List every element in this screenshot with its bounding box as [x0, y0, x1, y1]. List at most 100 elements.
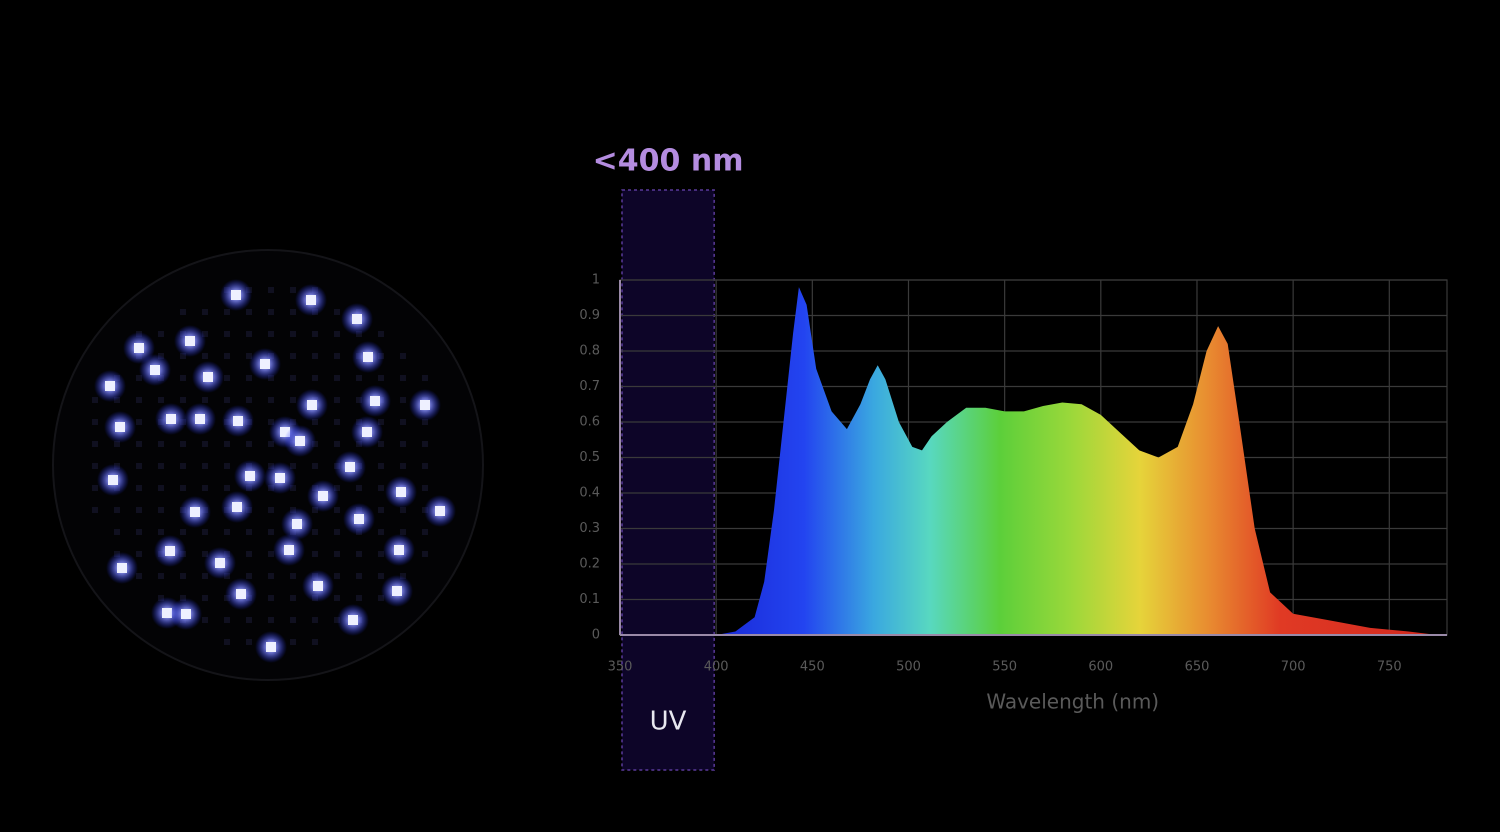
led-off — [400, 529, 406, 535]
led-off — [246, 617, 252, 623]
led-on — [185, 336, 195, 346]
led-off — [400, 397, 406, 403]
x-tick-label: 450 — [800, 660, 825, 675]
y-tick-label: 0.3 — [579, 521, 600, 536]
led-off — [202, 617, 208, 623]
led-on — [181, 609, 191, 619]
led-off — [378, 441, 384, 447]
led-off — [378, 595, 384, 601]
led-off — [334, 441, 340, 447]
led-on — [231, 290, 241, 300]
led-off — [180, 463, 186, 469]
led-off — [246, 573, 252, 579]
led-off — [312, 353, 318, 359]
led-off — [202, 309, 208, 315]
led-off — [312, 551, 318, 557]
led-off — [202, 485, 208, 491]
led-on — [190, 507, 200, 517]
led-off — [378, 485, 384, 491]
led-off — [400, 353, 406, 359]
led-off — [224, 331, 230, 337]
led-off — [290, 463, 296, 469]
led-on — [352, 314, 362, 324]
led-off — [334, 485, 340, 491]
led-off — [180, 441, 186, 447]
led-off — [246, 639, 252, 645]
led-off — [378, 375, 384, 381]
led-off — [224, 485, 230, 491]
led-off — [136, 419, 142, 425]
led-on — [134, 343, 144, 353]
y-tick-label: 0.5 — [579, 450, 600, 465]
led-off — [268, 529, 274, 535]
led-on — [150, 365, 160, 375]
led-off — [400, 463, 406, 469]
led-on — [284, 545, 294, 555]
led-on — [280, 427, 290, 437]
uv-label: UV — [650, 707, 687, 737]
led-off — [246, 353, 252, 359]
led-off — [158, 485, 164, 491]
led-off — [180, 595, 186, 601]
x-tick-label: 750 — [1377, 660, 1402, 675]
led-off — [334, 551, 340, 557]
led-off — [92, 441, 98, 447]
led-off — [334, 375, 340, 381]
led-off — [92, 419, 98, 425]
led-on — [203, 372, 213, 382]
led-off — [246, 529, 252, 535]
led-off — [136, 375, 142, 381]
led-on — [363, 352, 373, 362]
led-off — [158, 397, 164, 403]
led-off — [378, 419, 384, 425]
x-tick-label: 500 — [896, 660, 921, 675]
led-on — [354, 514, 364, 524]
led-off — [114, 507, 120, 513]
led-off — [378, 507, 384, 513]
led-off — [312, 507, 318, 513]
led-off — [202, 441, 208, 447]
led-off — [136, 573, 142, 579]
led-off — [202, 573, 208, 579]
led-on — [435, 506, 445, 516]
led-off — [400, 441, 406, 447]
led-off — [334, 309, 340, 315]
led-off — [400, 375, 406, 381]
led-off — [400, 419, 406, 425]
led-off — [224, 639, 230, 645]
led-on — [362, 427, 372, 437]
led-on — [165, 546, 175, 556]
led-off — [202, 353, 208, 359]
led-off — [334, 595, 340, 601]
led-off — [180, 485, 186, 491]
led-off — [224, 309, 230, 315]
led-off — [268, 287, 274, 293]
led-off — [334, 507, 340, 513]
spectrum-area — [716, 287, 1438, 635]
led-off — [378, 551, 384, 557]
led-off — [136, 529, 142, 535]
led-off — [224, 617, 230, 623]
led-on — [396, 487, 406, 497]
uv-title: <400 nm — [593, 144, 744, 179]
y-tick-label: 0.7 — [579, 379, 600, 394]
led-off — [312, 419, 318, 425]
led-off — [268, 573, 274, 579]
led-off — [356, 595, 362, 601]
led-off — [180, 353, 186, 359]
led-on — [292, 519, 302, 529]
led-off — [422, 551, 428, 557]
x-tick-label: 550 — [992, 660, 1017, 675]
led-off — [356, 485, 362, 491]
led-off — [246, 309, 252, 315]
led-off — [290, 485, 296, 491]
led-off — [224, 353, 230, 359]
led-panel — [52, 249, 484, 681]
led-off — [268, 617, 274, 623]
led-off — [136, 397, 142, 403]
led-on — [117, 563, 127, 573]
led-off — [136, 507, 142, 513]
led-off — [158, 463, 164, 469]
led-off — [268, 441, 274, 447]
led-off — [422, 441, 428, 447]
